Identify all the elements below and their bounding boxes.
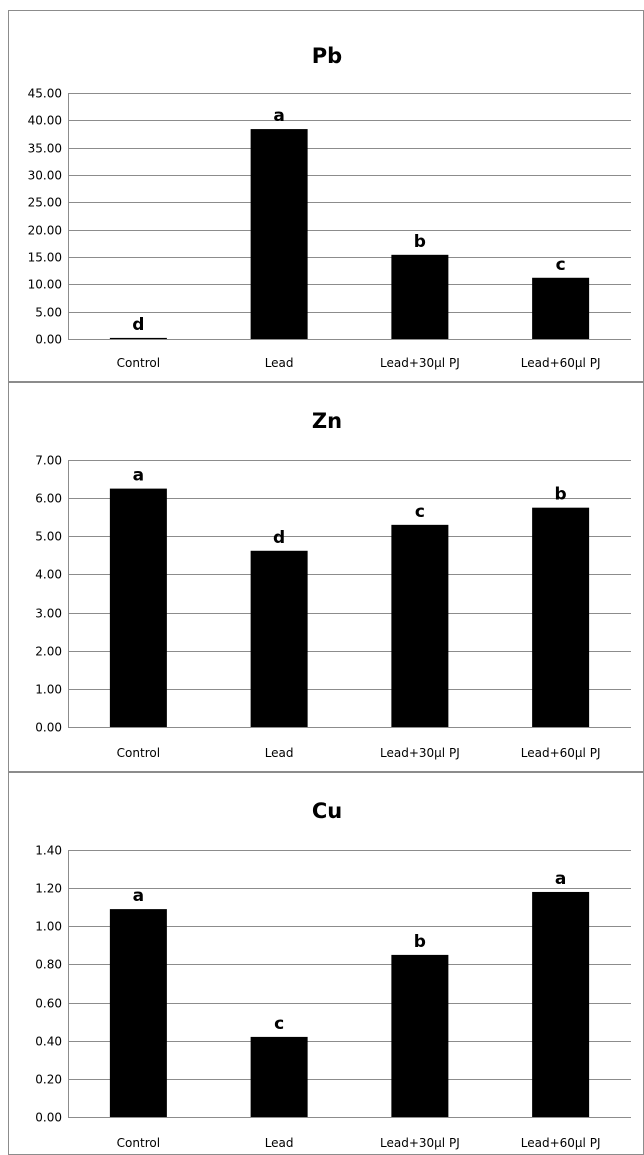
y-tick-label: 3.00 [35, 607, 62, 621]
bar-3 [532, 507, 590, 727]
x-category-label: Lead [265, 1136, 294, 1150]
bar-2 [391, 954, 449, 1117]
chart-svg: Zn 0.00 1.00 2.00 3.00 4.00 5.00 6.00 7.00 a Contr… [35, 409, 631, 760]
y-tick-label: 0.00 [35, 721, 62, 735]
y-tick-label: 0.00 [35, 1111, 62, 1125]
y-tick-label: 1.00 [35, 683, 62, 697]
y-tick-label: 15.00 [28, 251, 62, 265]
significance-label: c [415, 502, 425, 522]
significance-label: a [555, 869, 566, 889]
chart-title: Cu [312, 799, 342, 823]
y-tick-label: 6.00 [35, 492, 62, 506]
y-tick-label: 1.20 [35, 882, 62, 896]
bar-0 [109, 488, 167, 727]
chart-title: Zn [312, 409, 342, 433]
x-category-label: Lead+30µl PJ [380, 1136, 460, 1150]
x-category-label: Lead+60µl PJ [521, 1136, 601, 1150]
y-tick-label: 2.00 [35, 645, 62, 659]
significance-label: d [273, 528, 285, 548]
bar-3 [532, 277, 590, 339]
chart-svg: Pb 0.00 5.00 10.00 15.00 20.00 25.00 30.00 35.00… [28, 44, 631, 370]
significance-label: b [555, 485, 567, 505]
y-tick-label: 0.20 [35, 1073, 62, 1087]
significance-label: c [274, 1014, 284, 1034]
y-tick-label: 40.00 [28, 114, 62, 128]
bar-0 [109, 909, 167, 1117]
y-tick-label: 5.00 [35, 530, 62, 544]
chart-title: Pb [312, 44, 342, 68]
y-tick-label: 10.00 [28, 278, 62, 292]
y-tick-label: 5.00 [35, 306, 62, 320]
y-tick-label: 0.60 [35, 997, 62, 1011]
chart-panel-cu: Cu 0.00 0.20 0.40 0.60 0.80 1.00 1.20 1.40 a Contr… [8, 772, 644, 1155]
bar-0 [109, 337, 167, 339]
y-tick-label: 30.00 [28, 169, 62, 183]
x-category-label: Control [117, 356, 160, 370]
significance-label: b [414, 932, 426, 952]
y-tick-label: 0.00 [35, 333, 62, 347]
y-tick-label: 0.40 [35, 1035, 62, 1049]
chart-svg: Cu 0.00 0.20 0.40 0.60 0.80 1.00 1.20 1.40 a Contr… [35, 799, 631, 1150]
y-tick-label: 35.00 [28, 142, 62, 156]
y-tick-label: 1.00 [35, 920, 62, 934]
y-tick-label: 25.00 [28, 196, 62, 210]
bar-1 [250, 129, 308, 339]
bar-2 [391, 524, 449, 727]
significance-label: b [414, 232, 426, 252]
bar-1 [250, 550, 308, 727]
significance-label: c [556, 255, 566, 275]
bar-1 [250, 1036, 308, 1117]
significance-label: a [133, 466, 144, 486]
y-tick-label: 4.00 [35, 568, 62, 582]
y-tick-label: 0.80 [35, 958, 62, 972]
x-category-label: Control [117, 1136, 160, 1150]
y-tick-label: 45.00 [28, 87, 62, 101]
x-category-label: Lead [265, 356, 294, 370]
x-category-label: Lead+30µl PJ [380, 746, 460, 760]
x-category-label: Lead+60µl PJ [521, 746, 601, 760]
y-tick-label: 20.00 [28, 224, 62, 238]
x-category-label: Lead+60µl PJ [521, 356, 601, 370]
x-category-label: Control [117, 746, 160, 760]
bar-2 [391, 254, 449, 339]
significance-label: d [132, 315, 144, 335]
y-tick-label: 1.40 [35, 844, 62, 858]
significance-label: a [273, 106, 284, 126]
significance-label: a [133, 886, 144, 906]
chart-panel-zn: Zn 0.00 1.00 2.00 3.00 4.00 5.00 6.00 7.00 a Contr… [8, 382, 644, 772]
x-category-label: Lead [265, 746, 294, 760]
bar-3 [532, 891, 590, 1117]
chart-panel-pb: Pb 0.00 5.00 10.00 15.00 20.00 25.00 30.00 35.00… [8, 10, 644, 382]
y-tick-label: 7.00 [35, 454, 62, 468]
x-category-label: Lead+30µl PJ [380, 356, 460, 370]
